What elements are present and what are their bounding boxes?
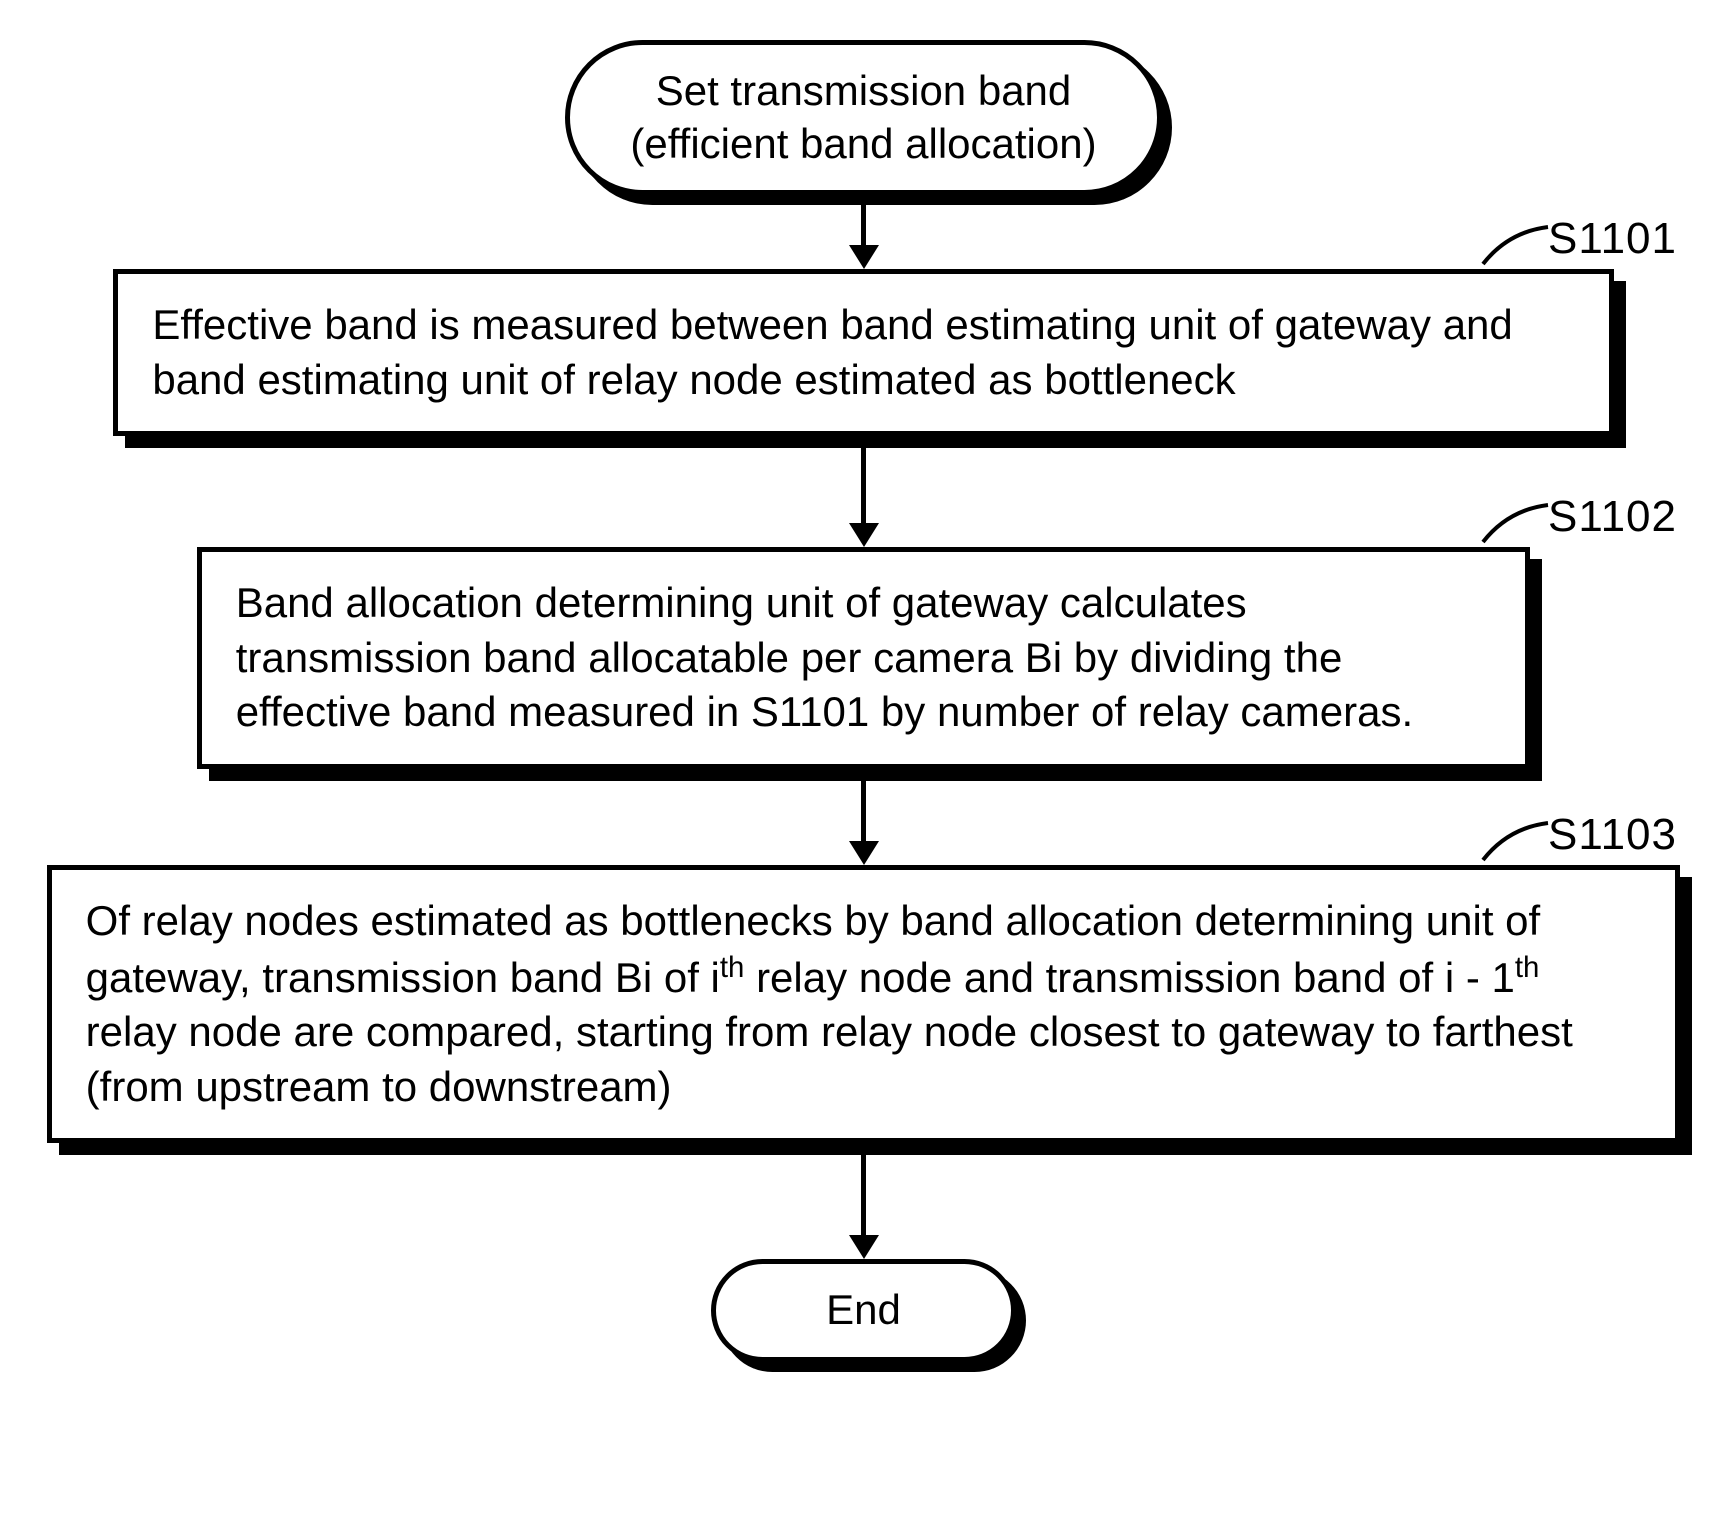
label-connector-icon: [1478, 818, 1558, 868]
label-connector-icon: [1478, 222, 1558, 272]
start-terminator: Set transmission band (efficient band al…: [565, 40, 1161, 195]
process-s1101: Effective band is measured between band …: [113, 269, 1613, 436]
step-label-s1101: S1101: [1548, 214, 1677, 264]
label-connector-icon: [1478, 500, 1558, 550]
arrow-s1103-to-end: [849, 1155, 879, 1259]
step-row-s1102: S1102 Band allocation determining unit o…: [30, 547, 1697, 769]
end-text: End: [826, 1286, 901, 1333]
arrow-start-to-s1101: [849, 195, 879, 269]
step-row-s1103: S1103 Of relay nodes estimated as bottle…: [30, 865, 1697, 1143]
process-s1102: Band allocation determining unit of gate…: [197, 547, 1531, 769]
step-row-s1101: S1101 Effective band is measured between…: [30, 269, 1697, 436]
process-s1101-text: Effective band is measured between band …: [113, 269, 1613, 436]
arrow-s1102-to-s1103: [849, 781, 879, 865]
process-s1103-text: Of relay nodes estimated as bottlenecks …: [47, 865, 1681, 1143]
end-terminator: End: [711, 1259, 1016, 1362]
step-label-s1102: S1102: [1548, 492, 1677, 542]
process-s1102-text: Band allocation determining unit of gate…: [197, 547, 1531, 769]
start-line1: Set transmission band: [656, 67, 1072, 114]
process-s1103: Of relay nodes estimated as bottlenecks …: [47, 865, 1681, 1143]
step-label-s1103: S1103: [1548, 810, 1677, 860]
start-line2: (efficient band allocation): [630, 120, 1096, 167]
flowchart-container: Set transmission band (efficient band al…: [30, 40, 1697, 1362]
arrow-s1101-to-s1102: [849, 448, 879, 547]
